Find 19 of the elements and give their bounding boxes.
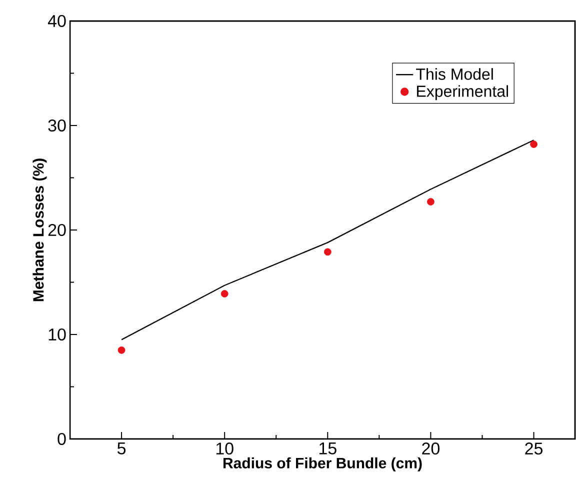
point bbox=[118, 346, 126, 354]
x-tick-label: 15 bbox=[320, 442, 336, 454]
point bbox=[324, 248, 332, 256]
x-tick-label: 20 bbox=[422, 442, 440, 455]
y-tick-label: 10 bbox=[48, 328, 66, 341]
x-axis-title: Radius of Fiber Bundle (cm) bbox=[224, 457, 422, 472]
y-tick-label: 30 bbox=[48, 119, 66, 132]
x-tick-label: 25 bbox=[525, 442, 543, 455]
x-tick-label: 5 bbox=[117, 442, 126, 454]
y-tick-label: 40 bbox=[48, 14, 66, 28]
point bbox=[427, 198, 434, 206]
legend-label: Experimental bbox=[417, 85, 508, 100]
legend-label: This Model bbox=[416, 68, 493, 80]
x-tick-label: 10 bbox=[216, 442, 234, 455]
y-tick-label: 0 bbox=[58, 432, 66, 446]
point bbox=[220, 290, 228, 298]
y-tick-label: 20 bbox=[48, 224, 66, 236]
y-axis-title: Methane Losses (%) bbox=[32, 158, 47, 302]
point bbox=[530, 140, 538, 148]
